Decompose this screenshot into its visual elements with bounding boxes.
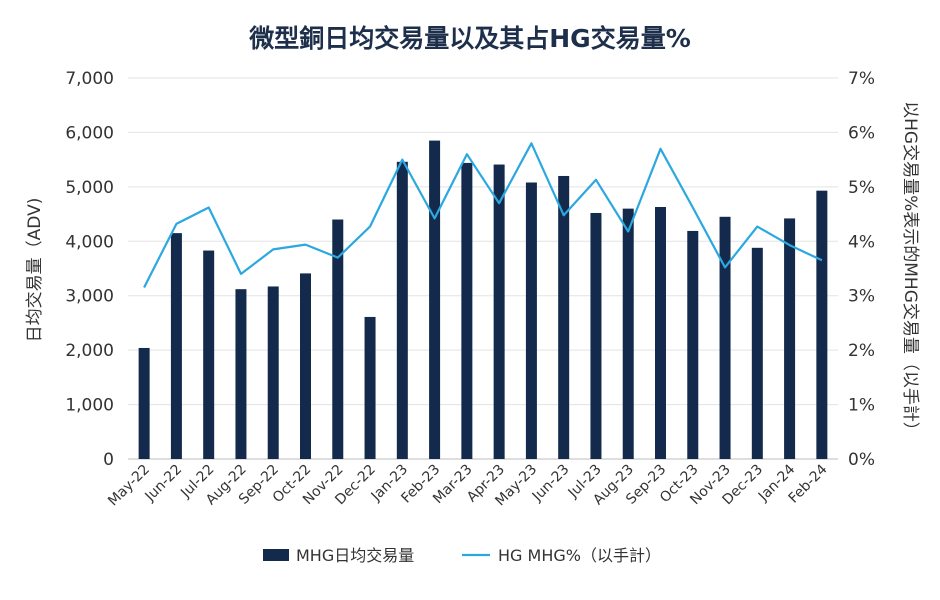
bar	[267, 286, 279, 459]
legend: MHG日均交易量 HG MHG%（以手計）	[263, 546, 661, 565]
y2-tick-label: 7%	[848, 69, 875, 89]
bar	[396, 161, 408, 459]
y2-axis-label: 以HG交易量%表示的MHG交易量（以手計）	[900, 101, 920, 439]
y-axis-label: 日均交易量（ADV)	[25, 198, 45, 343]
bar	[751, 247, 763, 459]
legend-line-label: HG MHG%（以手計）	[498, 546, 661, 565]
bar-series	[138, 140, 828, 460]
bar	[655, 206, 666, 459]
bar	[429, 140, 441, 460]
y-tick-label: 0	[103, 450, 114, 470]
y2-tick-label: 5%	[848, 178, 875, 198]
bar	[203, 250, 215, 459]
bar	[525, 182, 537, 459]
bar	[138, 347, 150, 459]
chart-title: 微型銅日均交易量以及其占HG交易量%	[248, 24, 691, 53]
y2-tick-label: 2%	[848, 341, 875, 361]
y2-tick-label: 1%	[848, 396, 875, 416]
y-tick-label: 5,000	[65, 178, 114, 198]
bar	[364, 316, 376, 459]
y-tick-label: 7,000	[65, 69, 114, 89]
legend-bar-swatch	[263, 549, 289, 561]
y2-tick-label: 4%	[848, 232, 875, 252]
bar	[590, 212, 602, 459]
bar	[461, 162, 473, 459]
bar	[558, 175, 570, 459]
bar	[816, 190, 828, 459]
right-y-axis: 0% 1% 2% 3% 4% 5% 6% 7%	[848, 69, 875, 470]
bar	[170, 233, 182, 459]
bar	[300, 273, 311, 459]
gridlines	[128, 77, 838, 460]
bar	[687, 230, 699, 459]
y-tick-label: 2,000	[65, 341, 114, 361]
legend-bar-label: MHG日均交易量	[296, 546, 414, 565]
bar	[622, 208, 634, 459]
y2-tick-label: 3%	[848, 287, 875, 307]
bar	[719, 216, 731, 459]
x-axis: May-22Jun-22Jul-22Aug-22Sep-22Oct-22Nov-…	[105, 461, 831, 509]
bar	[235, 289, 247, 459]
y-tick-label: 6,000	[65, 123, 114, 143]
y-tick-label: 1,000	[65, 396, 114, 416]
bar	[332, 219, 344, 459]
y-tick-label: 3,000	[65, 287, 114, 307]
series-line	[143, 142, 823, 288]
bar	[784, 218, 796, 459]
line-series	[143, 142, 823, 288]
y-tick-label: 4,000	[65, 232, 114, 252]
left-y-axis: 0 1,000 2,000 3,000 4,000 5,000 6,000 7,000	[65, 69, 114, 470]
y2-tick-label: 6%	[848, 123, 875, 143]
bar	[493, 164, 505, 459]
y2-tick-label: 0%	[848, 450, 875, 470]
